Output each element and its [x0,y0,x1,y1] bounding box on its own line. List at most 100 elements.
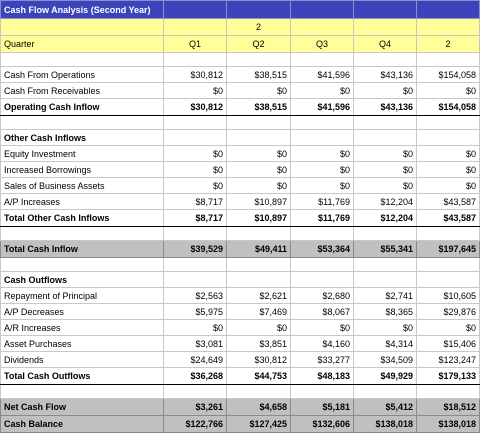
value-cell: $0 [416,161,480,178]
value-cell: $123,247 [416,351,480,368]
value-cell: $33,277 [290,351,354,368]
value-cell: $122,766 [163,415,227,433]
value-cell [290,129,354,146]
header-row: Quarter Q1 Q2 Q3 Q4 2 [0,35,480,53]
header-row: 2 [0,18,480,36]
value-cell: $8,717 [163,209,227,227]
value-cell: $132,606 [290,415,354,433]
data-row: Cash Balance $122,766 $127,425 $132,606 $138… [0,415,480,433]
header-cell: 2 [416,35,480,53]
value-cell: $0 [163,161,227,178]
value-cell: $0 [290,177,354,194]
cell [353,257,417,272]
header-cell [353,18,417,36]
cell [353,0,417,19]
row-label: A/R Increases [0,319,164,336]
value-cell: $0 [163,177,227,194]
value-cell: $15,406 [416,335,480,352]
cell [163,115,227,130]
row-label: Cash Outflows [0,271,164,288]
cell [0,52,164,67]
cell [353,384,417,399]
value-cell: $11,769 [290,193,354,210]
value-cell: $11,769 [290,209,354,227]
value-cell: $53,364 [290,240,354,258]
row-label: A/P Decreases [0,303,164,320]
value-cell: $0 [290,161,354,178]
value-cell: $0 [416,82,480,99]
header-cell: 2 [226,18,291,36]
header-cell: Quarter [0,35,164,53]
value-cell [226,271,291,288]
cell [226,52,291,67]
value-cell [416,129,480,146]
cell [226,257,291,272]
cell [353,115,417,130]
data-row: Total Other Cash Inflows $8,717 $10,897 $11… [0,209,480,227]
value-cell: $41,596 [290,66,354,83]
value-cell [163,271,227,288]
data-row: A/R Increases $0 $0 $0 $0 $0 [0,319,480,336]
sheet-title: Cash Flow Analysis (Second Year) [0,0,164,19]
value-cell: $44,753 [226,367,291,385]
value-cell: $43,136 [353,98,417,116]
value-cell: $0 [353,319,417,336]
value-cell: $3,851 [226,335,291,352]
value-cell: $0 [290,319,354,336]
title-row: Cash Flow Analysis (Second Year) [0,0,480,19]
value-cell [163,129,227,146]
value-cell [353,271,417,288]
value-cell: $43,587 [416,209,480,227]
value-cell: $0 [163,145,227,162]
value-cell: $49,929 [353,367,417,385]
row-label: Sales of Business Assets [0,177,164,194]
row-label: Increased Borrowings [0,161,164,178]
cell [416,226,480,241]
row-label: Total Other Cash Inflows [0,209,164,227]
data-row: Operating Cash Inflow $30,812 $38,515 $41,5… [0,98,480,116]
cell [226,0,291,19]
value-cell: $154,058 [416,98,480,116]
cell [290,52,354,67]
row-label: Equity Investment [0,145,164,162]
value-cell: $4,658 [226,398,291,416]
value-cell: $34,509 [353,351,417,368]
row-label: Total Cash Outflows [0,367,164,385]
value-cell: $138,018 [353,415,417,433]
header-cell [290,18,354,36]
blank-row [0,226,480,241]
data-row: Net Cash Flow $3,261 $4,658 $5,181 $5,412 $18… [0,398,480,416]
value-cell: $0 [353,82,417,99]
data-row: Equity Investment $0 $0 $0 $0 $0 [0,145,480,162]
value-cell: $0 [290,145,354,162]
cell [226,384,291,399]
cell [163,257,227,272]
value-cell: $138,018 [416,415,480,433]
value-cell: $4,160 [290,335,354,352]
value-cell: $0 [226,161,291,178]
cell [290,0,354,19]
value-cell: $43,136 [353,66,417,83]
cell [290,257,354,272]
value-cell: $8,365 [353,303,417,320]
value-cell: $39,529 [163,240,227,258]
row-label: Cash From Operations [0,66,164,83]
value-cell: $18,512 [416,398,480,416]
row-label: Cash From Receivables [0,82,164,99]
value-cell: $0 [226,319,291,336]
row-label: Operating Cash Inflow [0,98,164,116]
cell [353,52,417,67]
value-cell: $30,812 [163,66,227,83]
data-row: A/P Decreases $5,975 $7,469 $8,067 $8,365 $29… [0,303,480,320]
cell [416,52,480,67]
header-cell: Q4 [353,35,417,53]
cell [0,257,164,272]
data-row: Total Cash Inflow $39,529 $49,411 $53,364 $5… [0,240,480,258]
value-cell: $10,605 [416,287,480,304]
value-cell: $154,058 [416,66,480,83]
value-cell: $3,261 [163,398,227,416]
cell [290,384,354,399]
data-row: Dividends $24,649 $30,812 $33,277 $34,509 $12… [0,351,480,368]
row-label: Total Cash Inflow [0,240,164,258]
value-cell [290,271,354,288]
